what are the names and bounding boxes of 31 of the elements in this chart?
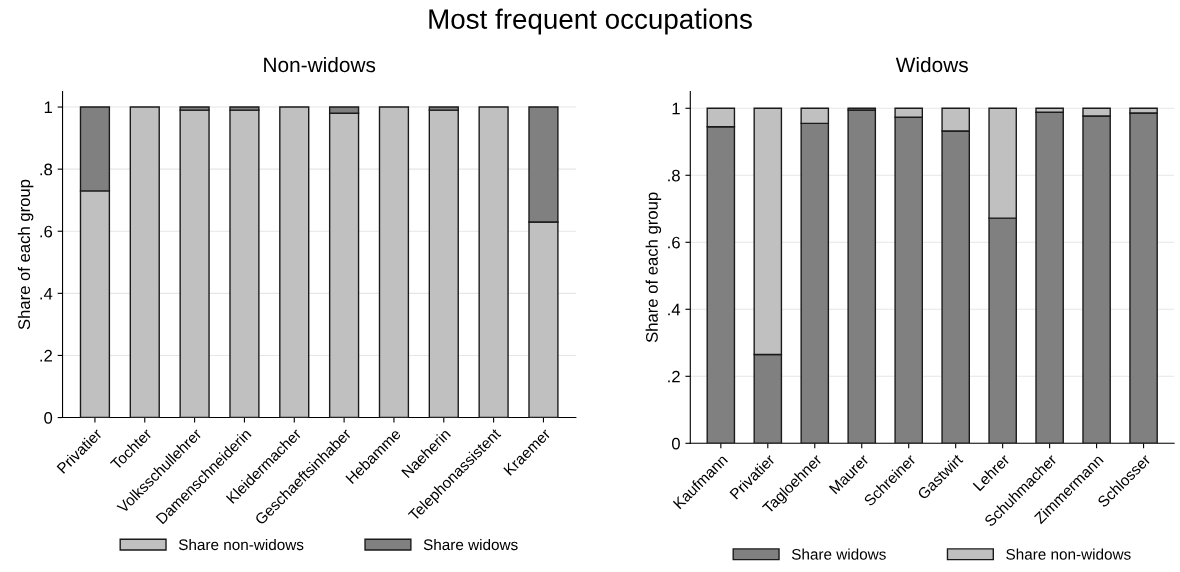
chart-title: Most frequent occupations [429,8,752,35]
y-tick-label: .4 [668,303,681,316]
y-tick-label: .8 [668,169,680,182]
bar [1129,112,1158,444]
y-axis-title: Share of each group [17,179,34,330]
bar [279,106,310,418]
bar [129,106,160,418]
y-tick-label: .6 [40,225,53,238]
bar [428,109,459,418]
y-tick-label: .2 [668,370,680,383]
bar [179,109,210,418]
chart-subtitle: Non-widows [264,56,376,73]
y-axis-title: Share of each group [645,192,662,343]
legend-label: Share widows [791,548,886,560]
legend-label: Share non-widows [178,538,304,551]
chart-subtitle: Widows [895,56,968,73]
bar [229,109,260,418]
y-tick-label: 1 [44,101,53,114]
bar [1035,111,1064,444]
y-tick-label: 0 [671,437,680,450]
bar [847,109,877,444]
y-tick-label: .8 [40,163,53,176]
y-tick-label: .6 [668,236,680,249]
bar [478,106,509,418]
y-tick-label: 0 [44,411,53,424]
y-tick-label: .4 [40,287,53,300]
y-tick-label: .2 [40,349,52,362]
y-tick-label: 1 [672,102,680,115]
legend-label: Share widows [423,538,518,551]
legend-label: Share non-widows [1006,548,1131,560]
bar [378,106,410,418]
